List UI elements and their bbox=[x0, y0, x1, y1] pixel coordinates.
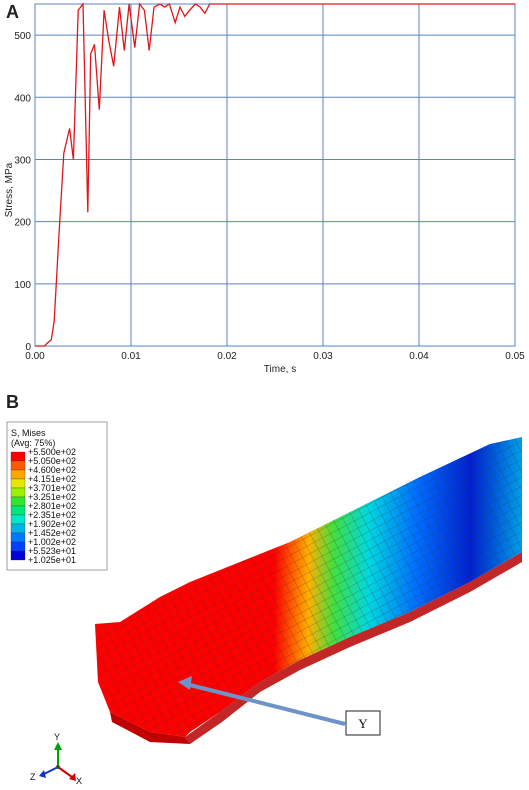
x-tick-label: 0.05 bbox=[505, 351, 525, 362]
grid bbox=[34, 3, 516, 347]
triad-y-label: Y bbox=[54, 732, 60, 742]
x-tick-label: 0.01 bbox=[121, 351, 141, 362]
panel-b-letter: B bbox=[6, 392, 19, 412]
y-tick-label: 0 bbox=[25, 342, 31, 353]
y-axis-label: Stress, MPa bbox=[4, 162, 15, 217]
legend-level-label: +5.500e+02 bbox=[28, 447, 76, 457]
legend-band bbox=[10, 514, 26, 525]
legend-band bbox=[10, 550, 26, 561]
x-tick-label: 0.00 bbox=[25, 351, 45, 362]
legend-level-label: +5.050e+02 bbox=[28, 456, 76, 466]
legend-level-label: +5.523e+01 bbox=[28, 546, 76, 556]
legend-level-label: +3.701e+02 bbox=[28, 483, 76, 493]
legend-level-label: +2.801e+02 bbox=[28, 501, 76, 511]
triad-x-label: X bbox=[76, 776, 82, 786]
legend-band bbox=[10, 532, 26, 543]
legend-level-label: +2.351e+02 bbox=[28, 510, 76, 520]
x-tick-labels: 0.00 0.01 0.02 0.03 0.04 0.05 bbox=[25, 351, 525, 362]
legend-band bbox=[10, 478, 26, 489]
legend-band bbox=[10, 505, 26, 516]
x-tick-label: 0.02 bbox=[217, 351, 237, 362]
plot-area bbox=[35, 4, 515, 346]
mises-contour-panel: S, Mises (Avg: 75%) +5.500e+02+5.050e+02… bbox=[6, 421, 522, 786]
y-tick-label: 200 bbox=[14, 218, 31, 229]
axis-triad: Y X Z bbox=[30, 732, 82, 786]
x-tick-label: 0.03 bbox=[313, 351, 333, 362]
annotation-label: Y bbox=[358, 716, 368, 731]
annotation-arrowhead bbox=[178, 676, 192, 690]
x-axis-label: Time, s bbox=[264, 364, 296, 375]
annotation-box bbox=[345, 710, 381, 736]
legend-level-label: +4.151e+02 bbox=[28, 474, 76, 484]
y-tick-label: 300 bbox=[14, 155, 31, 166]
x-tick-label: 0.04 bbox=[409, 351, 429, 362]
y-tick-label: 400 bbox=[14, 93, 31, 104]
legend-band bbox=[10, 451, 26, 462]
legend-subtitle: (Avg: 75%) bbox=[11, 438, 55, 448]
beam-model bbox=[95, 437, 522, 744]
legend-title: S, Mises bbox=[11, 428, 46, 438]
legend-level-label: +1.452e+02 bbox=[28, 528, 76, 538]
y-tick-label: 500 bbox=[14, 31, 31, 42]
legend-band bbox=[10, 487, 26, 498]
legend-level-label: +1.902e+02 bbox=[28, 519, 76, 529]
stress-time-chart: 0.00 0.01 0.02 0.03 0.04 0.05 0 100 200 300 400 50… bbox=[4, 2, 525, 375]
legend-color-bands bbox=[10, 451, 26, 561]
legend-level-labels: +5.500e+02+5.050e+02+4.600e+02+4.151e+02… bbox=[28, 447, 76, 565]
legend-band bbox=[10, 496, 26, 507]
y-tick-label: 100 bbox=[14, 280, 31, 291]
triad-z-label: Z bbox=[30, 772, 36, 782]
legend-level-label: +3.251e+02 bbox=[28, 492, 76, 502]
legend-band bbox=[10, 523, 26, 534]
legend-band bbox=[10, 469, 26, 480]
legend-level-label: +1.002e+02 bbox=[28, 537, 76, 547]
stress-series-line bbox=[35, 2, 515, 347]
legend-level-label: +1.025e+01 bbox=[28, 555, 76, 565]
annotation-arrow bbox=[185, 682, 346, 726]
legend-level-label: +4.600e+02 bbox=[28, 465, 76, 475]
legend-band bbox=[10, 541, 26, 552]
contour-legend: S, Mises (Avg: 75%) +5.500e+02+5.050e+02… bbox=[6, 421, 108, 571]
legend-band bbox=[10, 460, 26, 471]
y-tick-labels: 0 100 200 300 400 500 bbox=[14, 31, 31, 353]
panel-a-letter: A bbox=[6, 2, 19, 22]
